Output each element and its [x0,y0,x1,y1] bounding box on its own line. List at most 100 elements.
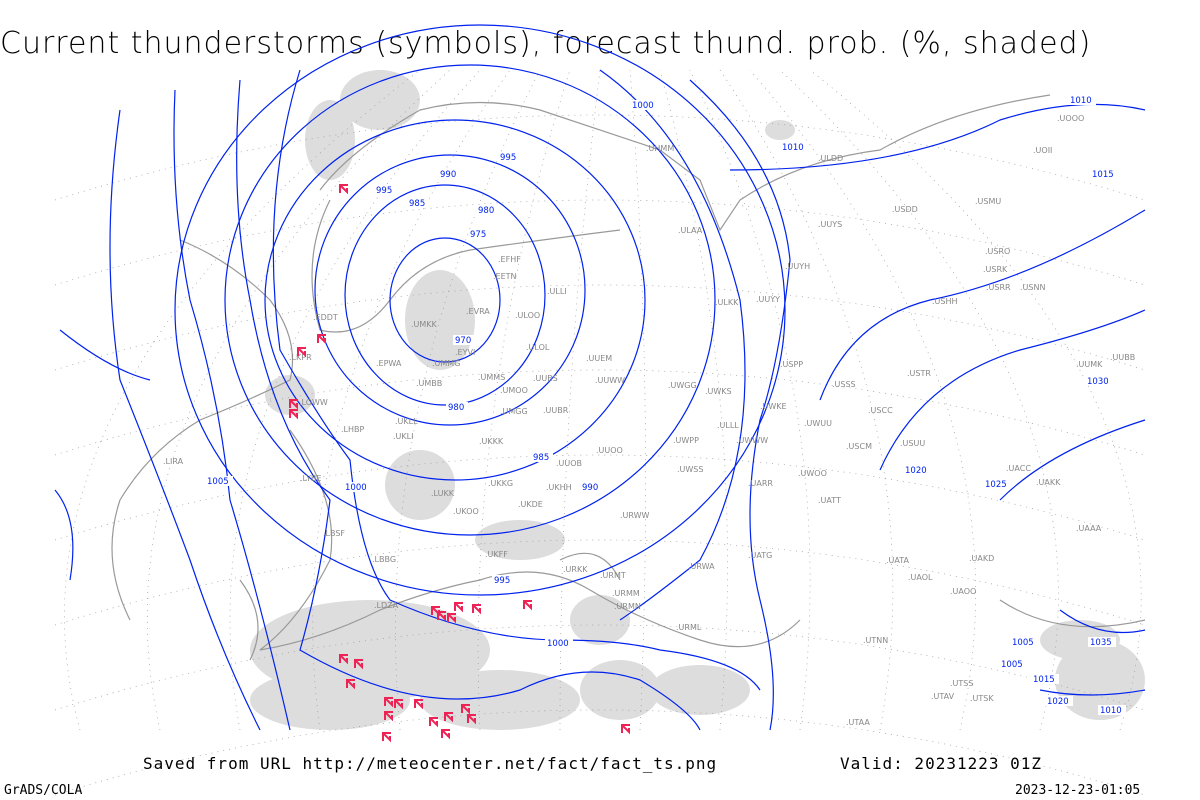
station-label: .UMMS [478,373,505,382]
meridian [559,69,601,731]
station-label: .LIRA [163,457,184,466]
station-label: .LUKK [431,489,455,498]
station-label: .UMOO [500,386,528,395]
station-label: .UTSS [950,679,973,688]
station-label: .USMU [975,197,1001,206]
label-bg [1031,674,1059,684]
station-label: .ULLL [717,421,739,430]
thunderstorm-icon [384,711,393,722]
thunderstorm-icon [289,399,298,410]
label-bg [407,198,429,208]
isobar-label: 1020 [1047,697,1069,707]
thunderstorm-icon [461,704,470,715]
parallel [54,709,1146,796]
isobar-label: 995 [500,153,516,163]
isobar-label: 975 [470,230,486,240]
thunderstorm-icon [437,611,446,622]
probability-area [305,100,355,180]
station-label: .UACC [1006,464,1031,473]
isobar-label: 1000 [345,483,367,493]
station-label: .UKKG [488,479,513,488]
label-bg [531,452,553,462]
probability-area [340,70,420,130]
meridian [719,69,894,731]
station-label: .UUYY [756,295,780,304]
station-label: .USDD [892,205,918,214]
thunderstorm-icon [444,712,453,723]
isobar-label: 1005 [1012,638,1034,648]
thunderstorm-icon [289,409,298,420]
station-label: .UATG [748,551,772,560]
label-bg [983,479,1011,489]
station-label: .UHMM [646,144,674,153]
probability-area [570,595,630,645]
station-label: .UAAA [1076,524,1102,533]
station-label: .ULOL [526,343,550,352]
coastlines [111,94,1146,661]
station-label: .UWWW [736,436,768,445]
isobar [173,89,291,731]
isobar [272,69,761,691]
station-label: .EPWA [376,359,402,368]
station-label: .UWUU [804,419,832,428]
station-label: .UUYH [785,262,810,271]
label-bg [630,100,658,110]
meridian [477,69,571,731]
thunderstorm-icon [346,679,355,690]
coastline [999,599,1146,628]
isobar [389,237,501,363]
station-label: .UKLL [395,417,418,426]
thunderstorm-symbols [289,184,630,743]
label-bg [374,185,396,195]
label-bg [1010,637,1038,647]
station-label: .UKKK [479,437,504,446]
station-label: .UUOO [596,446,623,455]
thunderstorm-icon [317,334,326,345]
station-label: .UUBB [1110,353,1135,362]
label-bg [545,638,573,648]
station-label: .URMM [612,589,640,598]
label-bg [780,142,808,152]
isobar-label: 970 [455,336,471,346]
parallel [54,454,1146,541]
station-label: .LYBE [300,474,321,483]
probability-area [475,520,565,560]
station-label: .UUOB [556,459,582,468]
station-label: .USRR [986,283,1011,292]
label-bg [343,482,371,492]
parallel [54,114,1146,201]
station-label: .LHBP [341,425,365,434]
coastline [559,552,621,581]
station-label: .USCC [868,406,893,415]
isobar-label: 990 [582,483,598,493]
probability-area [580,660,660,720]
station-label: .UMMG [432,359,460,368]
isobar-label: 1010 [1070,96,1092,106]
isobar [729,103,1146,171]
thunderstorm-icon [467,714,476,725]
station-label: .URWW [620,511,650,520]
generated-timestamp: 2023-12-23-01:05 [1015,783,1141,798]
station-label: .UTSK [970,694,994,703]
software-credit: GrADS/COLA [4,783,83,798]
meridian [749,69,976,731]
isobar-label: 1000 [547,639,569,649]
isobar-label: 985 [409,199,425,209]
station-label: .USSS [832,380,856,389]
meridian [809,69,1142,731]
label-bg [453,335,475,345]
thunderstorm-probability-shading [250,70,1145,730]
thunderstorm-icon [472,604,481,615]
coastline [319,94,1051,232]
station-label: .URMN [614,602,641,611]
station-label: .UATA [886,556,910,565]
thunderstorm-icon [454,602,463,613]
thunderstorm-icon [621,724,630,735]
station-label: .UTNN [863,636,888,645]
station-label: .UUEM [586,354,612,363]
isobar [224,64,716,536]
station-label: .ULAA [678,226,703,235]
probability-area [1055,640,1145,720]
station-label: .EFHF [498,255,521,264]
station-label: .UTAA [846,718,870,727]
